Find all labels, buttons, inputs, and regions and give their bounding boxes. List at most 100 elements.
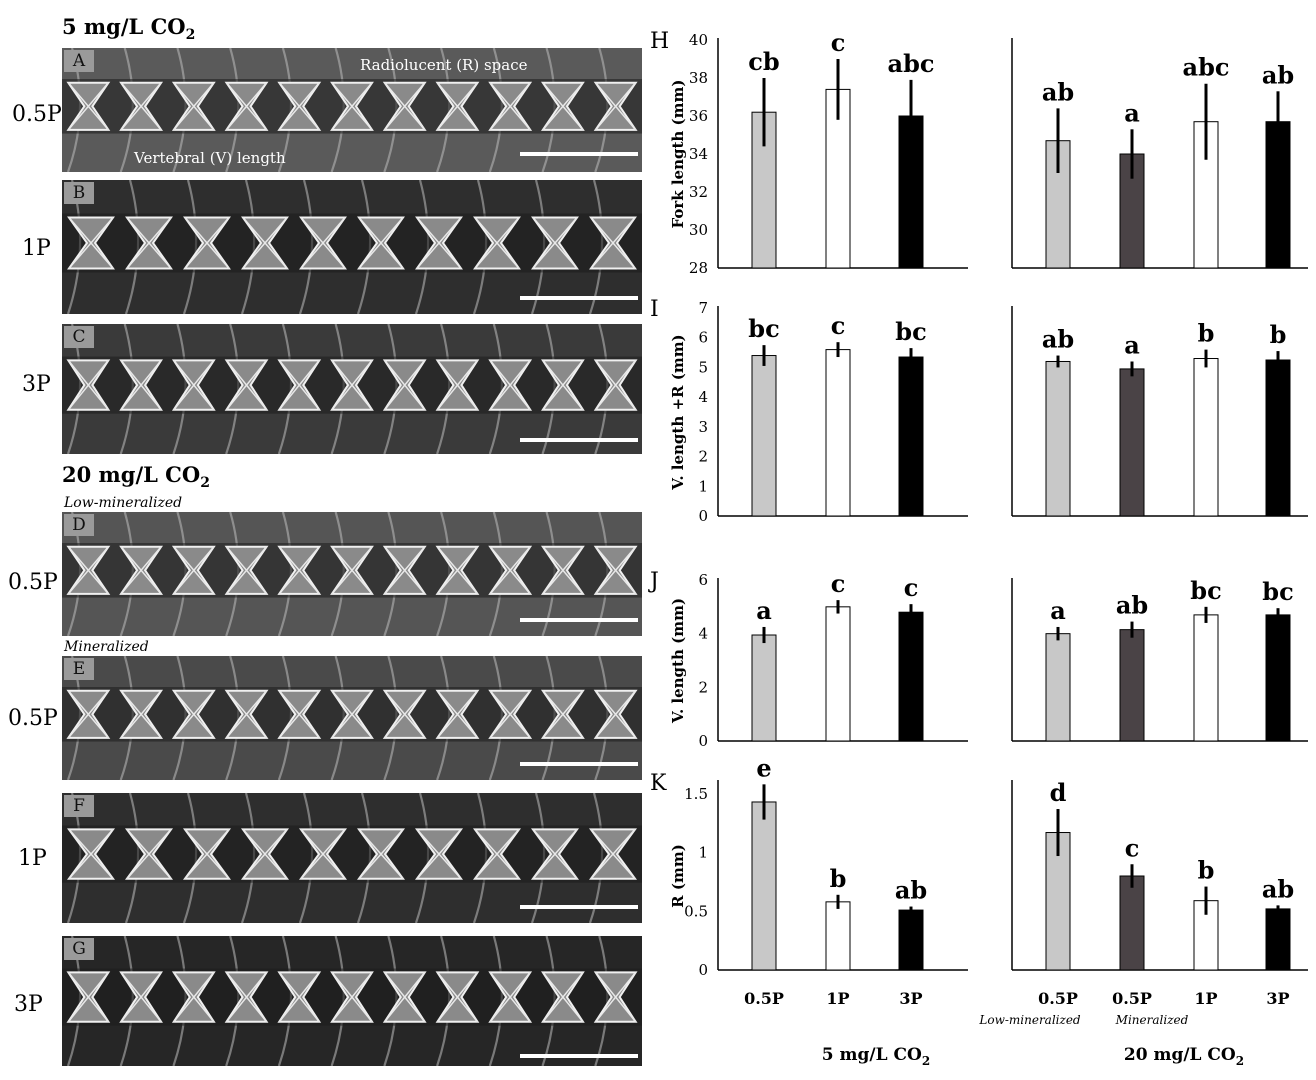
y-tick-label: 36 [689, 107, 708, 125]
x-tick-label: 1P [1194, 989, 1217, 1008]
scale-bar [520, 296, 638, 300]
xray-panel-f: F [62, 793, 642, 923]
bar [1045, 633, 1071, 742]
y-tick-label: 1.5 [684, 785, 708, 803]
y-axis-label: V. length +R (mm) [669, 334, 687, 490]
panel-label: I [650, 297, 659, 322]
group1-x-label: 5 mg/L CO2 [822, 1045, 930, 1068]
y-tick-label: 28 [689, 259, 708, 277]
scale-bar [520, 618, 638, 622]
row-label-e: 0.5P [8, 706, 58, 731]
panel-letter-f: F [64, 795, 94, 817]
y-axis-label: V. length (mm) [669, 598, 687, 724]
x-sublabel: Mineralized [1115, 1013, 1189, 1027]
y-tick-label: 34 [689, 145, 708, 163]
bar [1265, 614, 1291, 742]
y-tick-label: 6 [698, 571, 708, 589]
x-tick-label: 0.5P [1038, 989, 1078, 1008]
row-label-f: 1P [18, 846, 47, 871]
significance-label: ab [1262, 874, 1294, 903]
bar [751, 801, 777, 971]
y-tick-label: 32 [689, 183, 708, 201]
vertebral-length-annotation: Vertebral (V) length [134, 149, 286, 167]
significance-label: a [756, 596, 772, 625]
bar [1265, 908, 1291, 971]
row-label-d: 0.5P [8, 570, 58, 595]
bar [1119, 629, 1145, 742]
bar [1119, 875, 1145, 971]
significance-label: bc [1262, 577, 1293, 606]
chart-J: J V. length (mm) 0 2 4 6 a c c a ab bc bc [648, 569, 1308, 750]
row-label-b: 1P [22, 236, 51, 261]
scale-bar [520, 762, 638, 766]
scale-bar [520, 1054, 638, 1058]
significance-label: b [1270, 320, 1287, 349]
xray-panel-g: G [62, 936, 642, 1066]
y-tick-label: 4 [698, 388, 708, 406]
group1-title: 5 mg/L CO2 [62, 14, 196, 44]
significance-label: b [1198, 856, 1215, 885]
xray-image [62, 48, 642, 172]
x-tick-label: 0.5P [744, 989, 784, 1008]
y-tick-label: 40 [689, 31, 708, 49]
panel-label: H [650, 29, 669, 54]
xray-panel-e: E [62, 656, 642, 780]
significance-label: ab [1042, 77, 1074, 106]
scale-bar [520, 438, 638, 442]
row-label-g: 3P [14, 992, 43, 1017]
panel-label: K [650, 771, 667, 796]
significance-label: ab [1262, 60, 1294, 89]
panel-letter-c: C [64, 326, 94, 348]
group2-title: 20 mg/L CO2 [62, 462, 210, 492]
bar [898, 356, 924, 517]
chart-K: K R (mm) 0 0.5 1 1.5 e b ab d c b ab [650, 753, 1308, 979]
mineralized-label: Mineralized [64, 639, 149, 655]
x-sublabel: Low-mineralized [978, 1013, 1081, 1027]
significance-label: ab [895, 876, 927, 905]
bar [825, 901, 851, 971]
significance-label: a [1124, 330, 1140, 359]
panel-letter-d: D [64, 514, 94, 536]
y-tick-label: 5 [698, 358, 708, 376]
bar [751, 634, 777, 742]
y-tick-label: 0 [698, 732, 708, 750]
radiolucent-annotation: Radiolucent (R) space [360, 56, 528, 74]
y-tick-label: 38 [689, 69, 708, 87]
significance-label: a [1050, 596, 1066, 625]
x-tick-label: 1P [826, 989, 849, 1008]
bar [1045, 360, 1071, 517]
panel-letter-e: E [64, 658, 94, 680]
x-tick-label: 3P [1266, 989, 1289, 1008]
significance-label: c [831, 28, 846, 57]
significance-label: a [1124, 98, 1140, 127]
xray-image [62, 793, 642, 923]
xray-panel-b: B [62, 180, 642, 314]
y-tick-label: 4 [698, 625, 708, 643]
panel-letter-a: A [64, 50, 94, 72]
y-tick-label: 0 [698, 507, 708, 525]
xray-panel-d: D [62, 512, 642, 636]
y-tick-label: 0 [698, 961, 708, 979]
bar [1265, 359, 1291, 517]
y-tick-label: 6 [698, 329, 708, 347]
chart-H: H Fork length (mm) 28 30 32 34 36 38 40 cb c abc ab a… [650, 28, 1308, 277]
panel-letter-g: G [64, 938, 94, 960]
significance-label: c [831, 311, 846, 340]
y-tick-label: 3 [698, 418, 708, 436]
significance-label: ab [1042, 325, 1074, 354]
significance-label: abc [1183, 53, 1230, 82]
significance-label: e [756, 753, 771, 782]
significance-label: abc [888, 49, 935, 78]
significance-label: d [1050, 778, 1067, 807]
significance-label: bc [895, 317, 926, 346]
scale-bar [520, 905, 638, 909]
significance-label: bc [1190, 576, 1221, 605]
y-tick-label: 0.5 [684, 902, 708, 920]
row-label-a: 0.5P [12, 102, 62, 127]
bar [825, 349, 851, 517]
bar [898, 909, 924, 971]
xray-image [62, 936, 642, 1066]
bar [898, 611, 924, 742]
